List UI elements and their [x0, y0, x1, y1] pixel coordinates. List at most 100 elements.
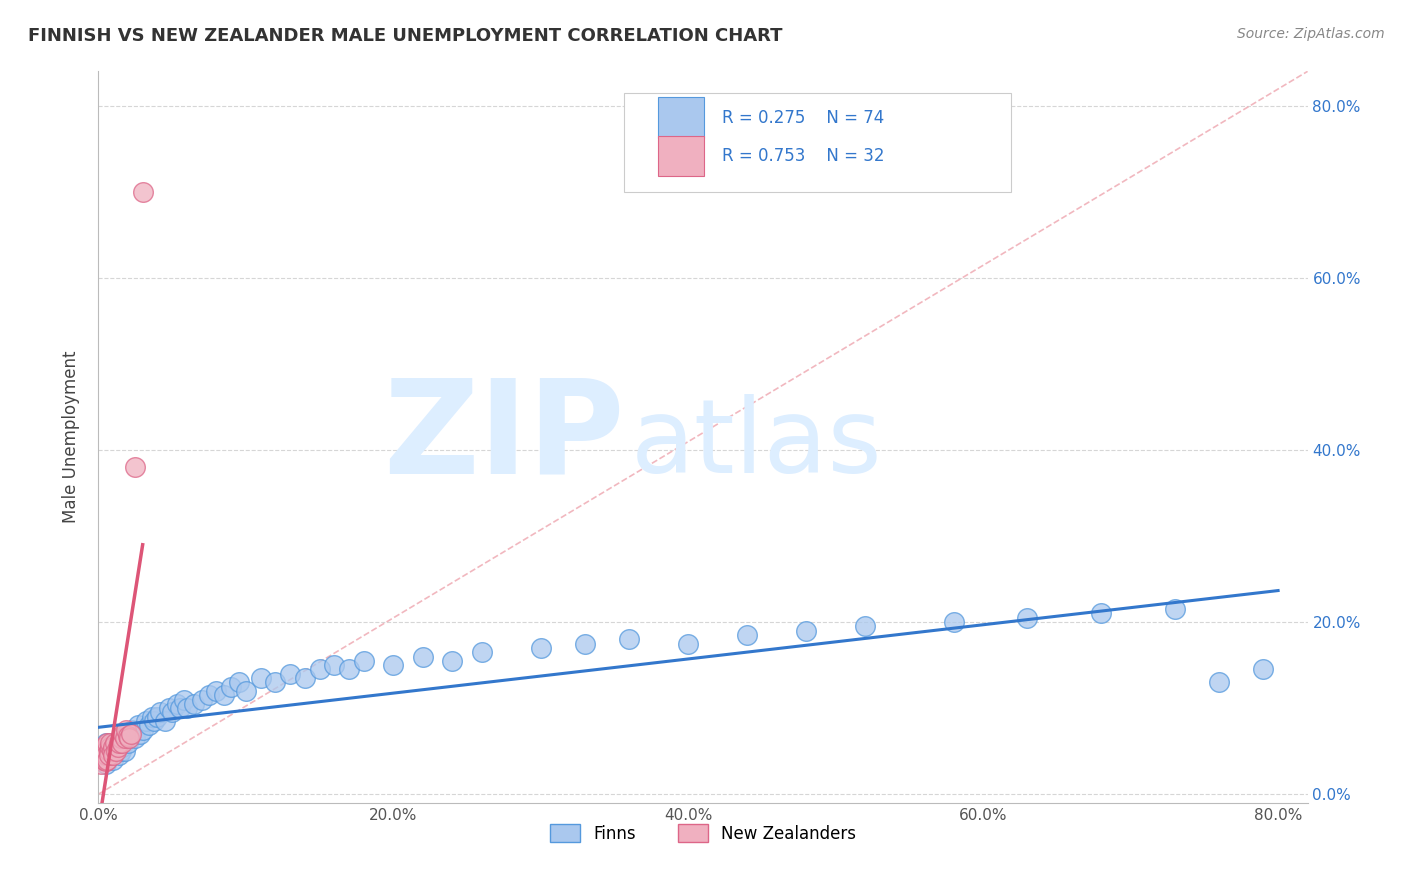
- Point: [1017, 611, 1039, 625]
- Point: [124, 731, 146, 746]
- Point: [942, 615, 965, 629]
- Text: atlas: atlas: [630, 394, 882, 495]
- Point: [471, 645, 494, 659]
- Point: [97, 744, 120, 758]
- Point: [166, 697, 188, 711]
- Point: [127, 718, 149, 732]
- Point: [89, 753, 111, 767]
- Point: [128, 727, 150, 741]
- Point: [219, 680, 242, 694]
- Point: [117, 729, 139, 743]
- Point: [149, 706, 172, 720]
- Point: [121, 723, 143, 737]
- Text: FINNISH VS NEW ZEALANDER MALE UNEMPLOYMENT CORRELATION CHART: FINNISH VS NEW ZEALANDER MALE UNEMPLOYME…: [28, 27, 783, 45]
- Point: [105, 744, 128, 758]
- Point: [853, 619, 876, 633]
- Point: [198, 688, 221, 702]
- Point: [96, 735, 118, 749]
- Point: [97, 744, 120, 758]
- Point: [105, 744, 128, 758]
- Point: [574, 637, 596, 651]
- Point: [117, 735, 139, 749]
- Point: [264, 675, 287, 690]
- Point: [98, 739, 121, 754]
- Point: [120, 727, 142, 741]
- Point: [96, 753, 118, 767]
- Point: [112, 727, 135, 741]
- Point: [190, 692, 212, 706]
- Point: [146, 710, 169, 724]
- Point: [1164, 602, 1187, 616]
- Point: [108, 735, 131, 749]
- Point: [138, 718, 160, 732]
- Point: [110, 744, 132, 758]
- Legend: Finns, New Zealanders: Finns, New Zealanders: [543, 818, 863, 849]
- Point: [91, 753, 114, 767]
- Point: [530, 640, 553, 655]
- Point: [1253, 662, 1275, 676]
- Point: [101, 739, 124, 754]
- Point: [101, 753, 124, 767]
- Point: [94, 748, 117, 763]
- Point: [107, 739, 129, 754]
- Point: [441, 654, 464, 668]
- Point: [111, 739, 134, 754]
- Point: [176, 701, 198, 715]
- Point: [115, 727, 138, 741]
- Point: [94, 757, 117, 772]
- Point: [308, 662, 330, 676]
- Text: R = 0.753    N = 32: R = 0.753 N = 32: [723, 147, 884, 165]
- Point: [111, 735, 134, 749]
- Point: [143, 714, 166, 728]
- Point: [124, 460, 146, 475]
- Point: [98, 735, 121, 749]
- Point: [110, 731, 132, 746]
- Point: [412, 649, 434, 664]
- Text: R = 0.275    N = 74: R = 0.275 N = 74: [723, 109, 884, 127]
- Point: [353, 654, 375, 668]
- Point: [794, 624, 817, 638]
- Point: [173, 692, 195, 706]
- Point: [112, 735, 135, 749]
- Point: [619, 632, 641, 647]
- Point: [678, 637, 700, 651]
- Point: [98, 739, 121, 754]
- Point: [93, 744, 115, 758]
- FancyBboxPatch shape: [658, 136, 704, 177]
- Point: [135, 714, 157, 728]
- Point: [294, 671, 316, 685]
- Point: [120, 727, 142, 741]
- Point: [1208, 675, 1230, 690]
- Point: [153, 714, 176, 728]
- Point: [101, 748, 124, 763]
- Point: [323, 658, 346, 673]
- Point: [249, 671, 271, 685]
- Point: [1090, 607, 1112, 621]
- FancyBboxPatch shape: [658, 97, 704, 137]
- Point: [98, 748, 121, 763]
- Point: [94, 735, 117, 749]
- Point: [104, 735, 127, 749]
- FancyBboxPatch shape: [624, 94, 1011, 192]
- Point: [91, 748, 114, 763]
- Point: [114, 744, 136, 758]
- Point: [94, 744, 117, 758]
- Point: [96, 753, 118, 767]
- Point: [93, 753, 115, 767]
- Point: [169, 701, 191, 715]
- Point: [235, 684, 257, 698]
- Point: [108, 748, 131, 763]
- Point: [131, 723, 153, 737]
- Point: [107, 739, 129, 754]
- Text: Source: ZipAtlas.com: Source: ZipAtlas.com: [1237, 27, 1385, 41]
- Point: [110, 731, 132, 746]
- Point: [118, 731, 141, 746]
- Y-axis label: Male Unemployment: Male Unemployment: [62, 351, 80, 524]
- Point: [100, 744, 122, 758]
- Point: [93, 739, 115, 754]
- Point: [101, 735, 124, 749]
- Point: [157, 701, 180, 715]
- Point: [735, 628, 758, 642]
- Point: [228, 675, 250, 690]
- Point: [160, 706, 183, 720]
